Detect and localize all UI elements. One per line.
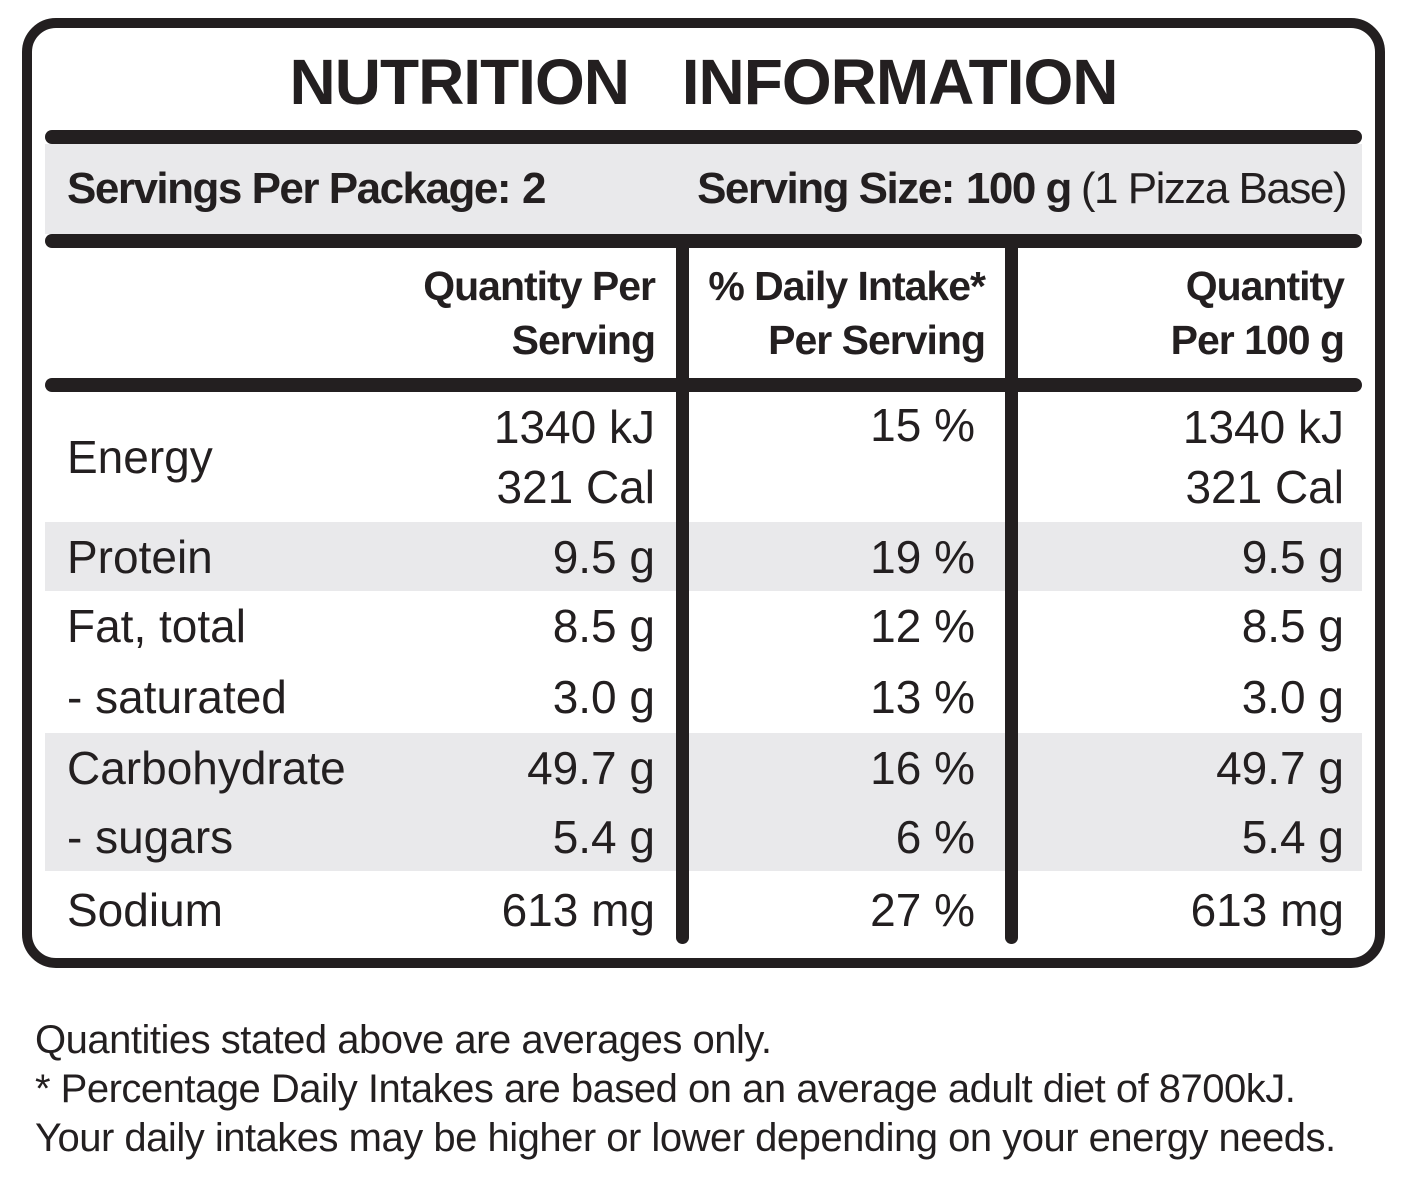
- servings-label: Servings Per Package:: [67, 164, 511, 213]
- daily-intake-value: 12 %: [870, 599, 975, 652]
- header-qty-per-serving: Quantity Per Serving: [423, 262, 656, 363]
- qty-per-100g-value: 613 mg: [1190, 883, 1344, 936]
- daily-intake-value: 13 %: [870, 670, 975, 723]
- nutrition-table: Quantity Per Serving % Daily Intake* Per…: [45, 248, 1362, 948]
- footnotes: Quantities stated above are averages onl…: [35, 1016, 1380, 1163]
- table-rows: Energy 1340 kJ 321 Cal 15 % 1340 kJ 321 …: [45, 392, 1362, 948]
- servings-per-package: Servings Per Package: 2: [67, 164, 546, 214]
- daily-intake-value: 27 %: [870, 883, 975, 936]
- qty-per-100g-value: 49.7 g: [1216, 741, 1344, 794]
- daily-intake-value: 16 %: [870, 741, 975, 794]
- table-row-fat-total: Fat, total 8.5 g 12 % 8.5 g: [45, 591, 1362, 660]
- qty-per-100g-value: 1340 kJ 321 Cal: [1182, 401, 1344, 513]
- nutrient-name: Protein: [67, 530, 213, 583]
- serving-size-note: (1 Pizza Base): [1080, 164, 1348, 213]
- qty-per-serving-value: 5.4 g: [552, 810, 655, 863]
- serving-size-label: Serving Size:: [697, 164, 955, 213]
- nutrient-name: Fat, total: [67, 599, 246, 652]
- qty-per-serving-value: 613 mg: [501, 883, 655, 936]
- table-header-row: Quantity Per Serving % Daily Intake* Per…: [45, 248, 1362, 378]
- nutrient-name: Sodium: [67, 883, 223, 936]
- column-divider-1: [676, 248, 689, 944]
- table-row-protein: Protein 9.5 g 19 % 9.5 g: [45, 522, 1362, 591]
- table-row-sodium: Sodium 613 mg 27 % 613 mg: [45, 871, 1362, 948]
- table-row-carbohydrate: Carbohydrate 49.7 g 16 % 49.7 g: [45, 733, 1362, 802]
- column-divider-2: [1005, 248, 1018, 944]
- nutrient-name: - saturated: [67, 670, 287, 723]
- footnote-averages: Quantities stated above are averages onl…: [35, 1018, 772, 1062]
- qty-per-serving-value: 8.5 g: [552, 599, 655, 652]
- nutrient-name: - sugars: [67, 810, 234, 863]
- table-row-saturated-fat: - saturated 3.0 g 13 % 3.0 g: [45, 660, 1362, 733]
- daily-intake-value: 6 %: [895, 810, 975, 863]
- qty-per-100g-value: 8.5 g: [1241, 599, 1344, 652]
- daily-intake-value: 19 %: [870, 530, 975, 583]
- qty-per-serving-value: 3.0 g: [552, 670, 655, 723]
- daily-intake-value: 15 %: [870, 399, 975, 451]
- serving-info-band: Servings Per Package: 2 Serving Size: 100 …: [45, 144, 1362, 234]
- header-qty-per-100g: Quantity Per 100 g: [1170, 262, 1345, 363]
- divider-under-headers: [45, 378, 1362, 392]
- qty-per-serving-value: 9.5 g: [552, 530, 655, 583]
- header-daily-intake: % Daily Intake* Per Serving: [708, 262, 986, 363]
- footnote-daily-intake: * Percentage Daily Intakes are based on …: [35, 1067, 1336, 1160]
- serving-size: Serving Size: 100 g (1 Pizza Base): [697, 164, 1348, 214]
- qty-per-serving-value: 49.7 g: [527, 741, 655, 794]
- qty-per-serving-value: 1340 kJ 321 Cal: [493, 401, 655, 513]
- nutrition-panel: NUTRITION INFORMATION Servings Per Packa…: [22, 18, 1385, 968]
- qty-per-100g-value: 3.0 g: [1241, 670, 1344, 723]
- qty-per-100g-value: 9.5 g: [1241, 530, 1344, 583]
- panel-title: NUTRITION INFORMATION: [289, 46, 1119, 118]
- nutrient-name: Energy: [67, 431, 213, 483]
- divider-top: [45, 130, 1362, 144]
- table-row-energy: Energy 1340 kJ 321 Cal 15 % 1340 kJ 321 …: [45, 392, 1362, 522]
- table-row-sugars: - sugars 5.4 g 6 % 5.4 g: [45, 802, 1362, 871]
- nutrient-name: Carbohydrate: [67, 741, 346, 794]
- serving-size-value: 100 g: [965, 164, 1073, 213]
- qty-per-100g-value: 5.4 g: [1241, 810, 1344, 863]
- divider-under-serving: [45, 234, 1362, 248]
- servings-value: 2: [521, 164, 546, 213]
